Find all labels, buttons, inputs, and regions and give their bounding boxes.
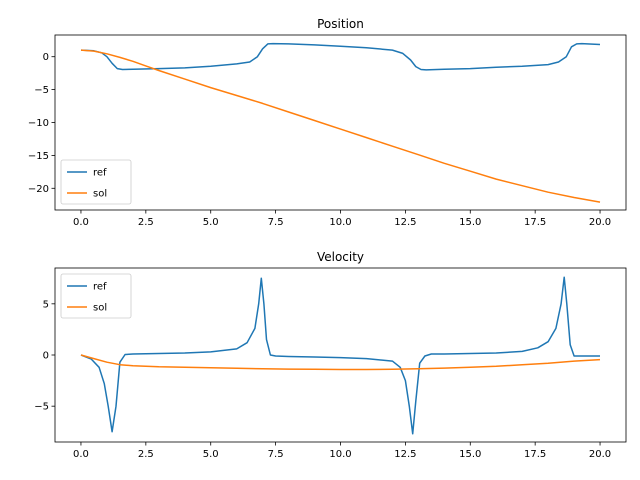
- x-tick-label: 20.0: [589, 449, 611, 460]
- y-tick-label: −5: [34, 402, 49, 413]
- x-tick-label: 15.0: [459, 217, 481, 228]
- chart-title: Position: [317, 17, 364, 31]
- series-line-sol: [80, 49, 601, 203]
- x-tick-label: 17.5: [524, 217, 546, 228]
- y-tick-label: −10: [28, 118, 49, 129]
- legend-label-ref: ref: [93, 168, 107, 179]
- x-tick-label: 20.0: [589, 217, 611, 228]
- x-tick-label: 15.0: [459, 449, 481, 460]
- x-tick-label: 17.5: [524, 449, 546, 460]
- x-tick-label: 7.5: [268, 449, 284, 460]
- series-line-ref: [80, 276, 600, 435]
- legend-label-sol: sol: [93, 303, 107, 314]
- y-tick-label: −5: [34, 85, 49, 96]
- x-tick-label: 12.5: [394, 217, 416, 228]
- x-tick-label: 5.0: [203, 449, 219, 460]
- axes-frame: [54, 267, 627, 443]
- x-tick-label: 2.5: [138, 217, 154, 228]
- x-tick-label: 5.0: [203, 217, 219, 228]
- x-tick-label: 0.0: [73, 217, 89, 228]
- x-tick-label: 0.0: [73, 449, 89, 460]
- y-tick-label: 5: [43, 299, 49, 310]
- chart-title: Velocity: [317, 250, 364, 264]
- y-tick-label: 0: [43, 52, 49, 63]
- y-tick-label: 0: [43, 351, 49, 362]
- x-tick-label: 12.5: [394, 449, 416, 460]
- axes-frame: [54, 34, 627, 211]
- position-panel: Position 0.0 2.5 5.0 7.5 10.0 12.5 15.0 17.5 20.…: [28, 17, 627, 228]
- velocity-panel: Velocity 0.0 2.5 5.0 7.5 10.0 12.5 15.0 17.5 20.…: [34, 250, 627, 460]
- series-line-ref: [80, 42, 601, 71]
- x-tick-label: 2.5: [138, 449, 154, 460]
- x-tick-label: 10.0: [329, 217, 351, 228]
- y-tick-label: −20: [28, 184, 49, 195]
- y-tick-label: −15: [28, 151, 49, 162]
- series-line-sol: [80, 354, 601, 371]
- legend-label-sol: sol: [93, 189, 107, 200]
- x-tick-label: 10.0: [329, 449, 351, 460]
- legend-label-ref: ref: [93, 282, 107, 293]
- x-tick-label: 7.5: [268, 217, 284, 228]
